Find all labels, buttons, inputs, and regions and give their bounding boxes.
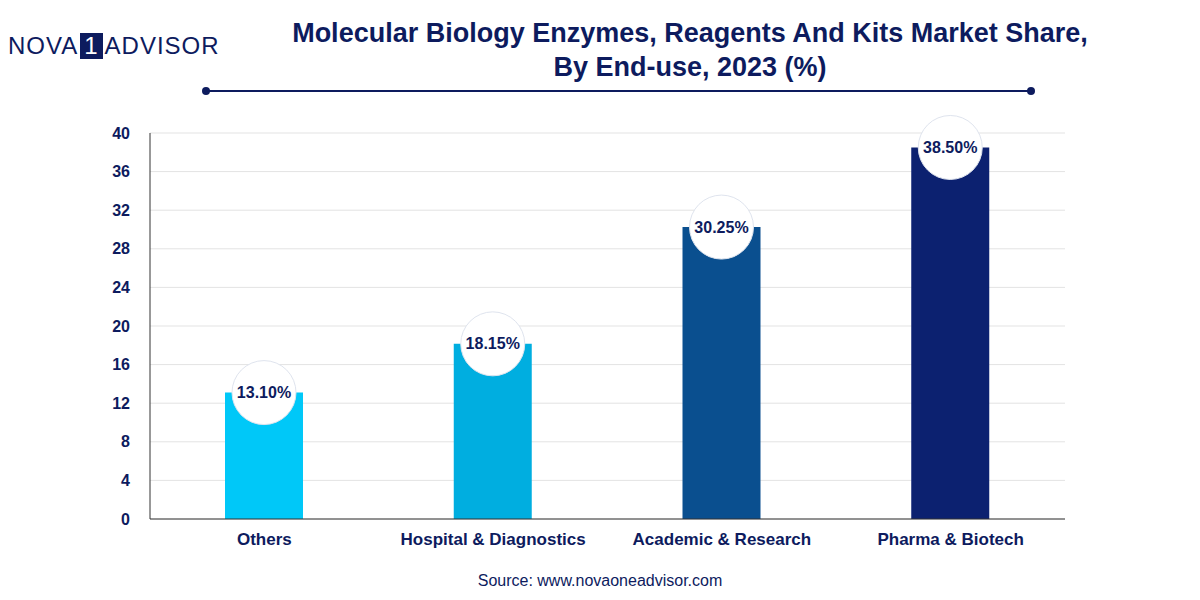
svg-text:18.15%: 18.15% bbox=[466, 335, 520, 352]
html-text:NOVA 1 ADVISOR: NOVA 1 ADVISOR bbox=[8, 32, 220, 59]
svg-text:36: 36 bbox=[112, 163, 130, 180]
svg-text:30.25%: 30.25% bbox=[694, 219, 748, 236]
html-text:Source: www.novaoneadvisor.com: Source: www.novaoneadvisor.com bbox=[477, 572, 723, 589]
svg-text:Others: Others bbox=[237, 530, 292, 549]
html-text:Molecular Biology Enzymes, Rea: Molecular Biology Enzymes, Reagents And … bbox=[292, 18, 1088, 48]
svg-text:0: 0 bbox=[121, 511, 130, 528]
svg-text:28: 28 bbox=[112, 240, 130, 257]
svg-text:32: 32 bbox=[112, 202, 130, 219]
svg-text:12: 12 bbox=[112, 395, 130, 412]
html-text:By End-use, 2023 (%): By End-use, 2023 (%) bbox=[553, 52, 827, 82]
svg-text:Hospital & Diagnostics: Hospital & Diagnostics bbox=[401, 530, 586, 549]
svg-text:13.10%: 13.10% bbox=[237, 384, 291, 401]
svg-text:20: 20 bbox=[112, 318, 130, 335]
svg-text:4: 4 bbox=[121, 472, 130, 489]
svg-text:16: 16 bbox=[112, 356, 130, 373]
svg-text:40: 40 bbox=[112, 125, 130, 142]
svg-text:Pharma & Biotech: Pharma & Biotech bbox=[877, 530, 1023, 549]
svg-text:8: 8 bbox=[121, 433, 130, 450]
svg-text:Academic & Research: Academic & Research bbox=[633, 530, 812, 549]
svg-text:24: 24 bbox=[112, 279, 130, 296]
svg-text:38.50%: 38.50% bbox=[923, 139, 977, 156]
